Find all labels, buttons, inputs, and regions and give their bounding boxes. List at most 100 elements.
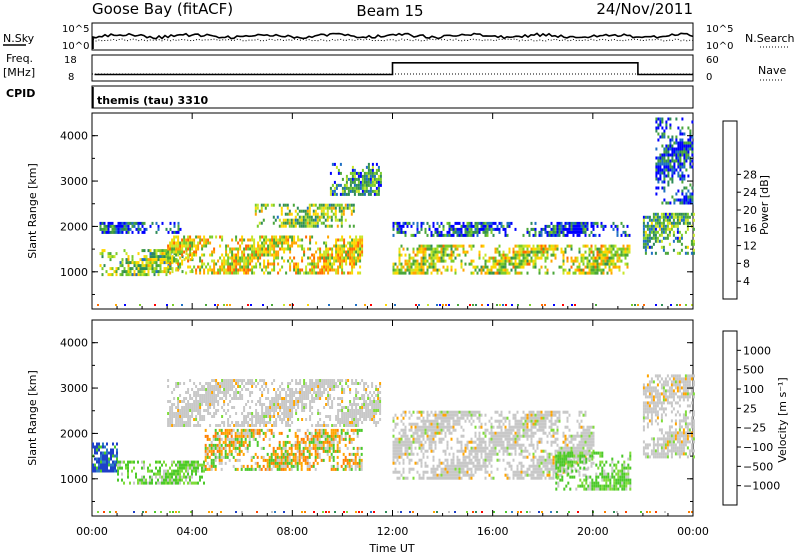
heatmap-cell [667, 166, 669, 169]
heatmap-cell [261, 415, 263, 418]
heatmap-cell [313, 435, 315, 438]
heatmap-cell [287, 236, 289, 239]
heatmap-cell [413, 260, 415, 263]
heatmap-cell [117, 470, 119, 473]
heatmap-cell [217, 456, 219, 459]
heatmap-cell [289, 219, 291, 222]
heatmap-cell [116, 455, 118, 458]
heatmap-cell [295, 403, 297, 406]
heatmap-cell [429, 266, 431, 269]
heatmap-cell [371, 406, 373, 409]
heatmap-cell [313, 388, 315, 391]
heatmap-cell [112, 455, 114, 458]
heatmap-cell [685, 222, 687, 225]
heatmap-cell [329, 394, 331, 397]
heatmap-cell [315, 210, 317, 213]
heatmap-cell [201, 254, 203, 257]
heatmap-cell [221, 269, 223, 272]
heatmap-cell [277, 245, 279, 248]
heatmap-cell [451, 234, 453, 237]
heatmap-cell [379, 406, 381, 409]
heatmap-cell [281, 397, 283, 400]
heatmap-cell [441, 251, 443, 254]
heatmap-cell [535, 228, 537, 231]
noise-panel-frame [92, 23, 693, 50]
heatmap-cell [150, 225, 152, 228]
heatmap-cell [215, 468, 217, 471]
heatmap-cell [663, 228, 665, 231]
heatmap-cell [445, 248, 447, 251]
heatmap-cell [195, 254, 197, 257]
heatmap-cell [187, 467, 189, 470]
heatmap-cell [613, 222, 615, 225]
heatmap-cell [433, 266, 435, 269]
heatmap-cell [350, 178, 352, 181]
heatmap-cell [649, 219, 651, 222]
heatmap-cell [551, 248, 553, 251]
heatmap-cell [349, 465, 351, 468]
heatmap-cell [285, 236, 287, 239]
heatmap-cell [353, 242, 355, 245]
heatmap-cell [509, 263, 511, 266]
heatmap-cell [297, 435, 299, 438]
heatmap-cell [395, 272, 397, 275]
heatmap-cell [114, 461, 116, 464]
heatmap-cell [321, 382, 323, 385]
heatmap-cell [323, 391, 325, 394]
heatmap-cell [372, 166, 374, 169]
heatmap-cell [341, 432, 343, 435]
heatmap-cell [117, 473, 119, 476]
y-tick-label: 3000 [60, 175, 88, 188]
heatmap-cell [344, 190, 346, 193]
heatmap-cell [141, 476, 143, 479]
heatmap-cell [327, 394, 329, 397]
heatmap-cell [629, 248, 631, 251]
heatmap-cell [461, 263, 463, 266]
heatmap-cell [665, 148, 667, 151]
heatmap-cell [527, 272, 529, 275]
heatmap-cell [475, 225, 477, 228]
heatmap-cell [344, 187, 346, 190]
heatmap-cell [168, 231, 170, 234]
heatmap-cell [299, 272, 301, 275]
heatmap-cell [523, 234, 525, 237]
heatmap-cell [687, 190, 689, 193]
heatmap-cell [179, 248, 181, 251]
heatmap-cell [293, 236, 295, 239]
heatmap-cell [148, 273, 150, 276]
heatmap-cell [307, 459, 309, 462]
heatmap-cell [353, 382, 355, 385]
heatmap-cell [409, 272, 411, 275]
heatmap-cell [315, 459, 317, 462]
heatmap-cell [559, 266, 561, 269]
heatmap-cell [401, 225, 403, 228]
heatmap-cell [195, 424, 197, 427]
heatmap-cell [597, 254, 599, 257]
heatmap-cell [106, 455, 108, 458]
heatmap-cell [114, 255, 116, 258]
heatmap-cell [553, 251, 555, 254]
heatmap-cell [351, 248, 353, 251]
colorbar-tick-label: 8 [743, 257, 750, 270]
heatmap-cell [267, 263, 269, 266]
heatmap-cell [369, 415, 371, 418]
heatmap-cell [189, 242, 191, 245]
heatmap-cell [515, 260, 517, 263]
heatmap-cell [98, 470, 100, 473]
heatmap-cell [289, 391, 291, 394]
heatmap-cell [181, 412, 183, 415]
heatmap-cell [245, 421, 247, 424]
heatmap-cell [341, 391, 343, 394]
heatmap-cell [271, 245, 273, 248]
heatmap-cell [313, 213, 315, 216]
heatmap-cell [273, 245, 275, 248]
heatmap-cell [247, 269, 249, 272]
heatmap-cell [193, 391, 195, 394]
heatmap-cell [691, 252, 693, 255]
heatmap-cell [146, 261, 148, 264]
heatmap-cell [675, 160, 677, 163]
heatmap-cell [287, 456, 289, 459]
heatmap-cell [585, 234, 587, 237]
heatmap-cell [152, 252, 154, 255]
heatmap-cell [691, 160, 693, 163]
